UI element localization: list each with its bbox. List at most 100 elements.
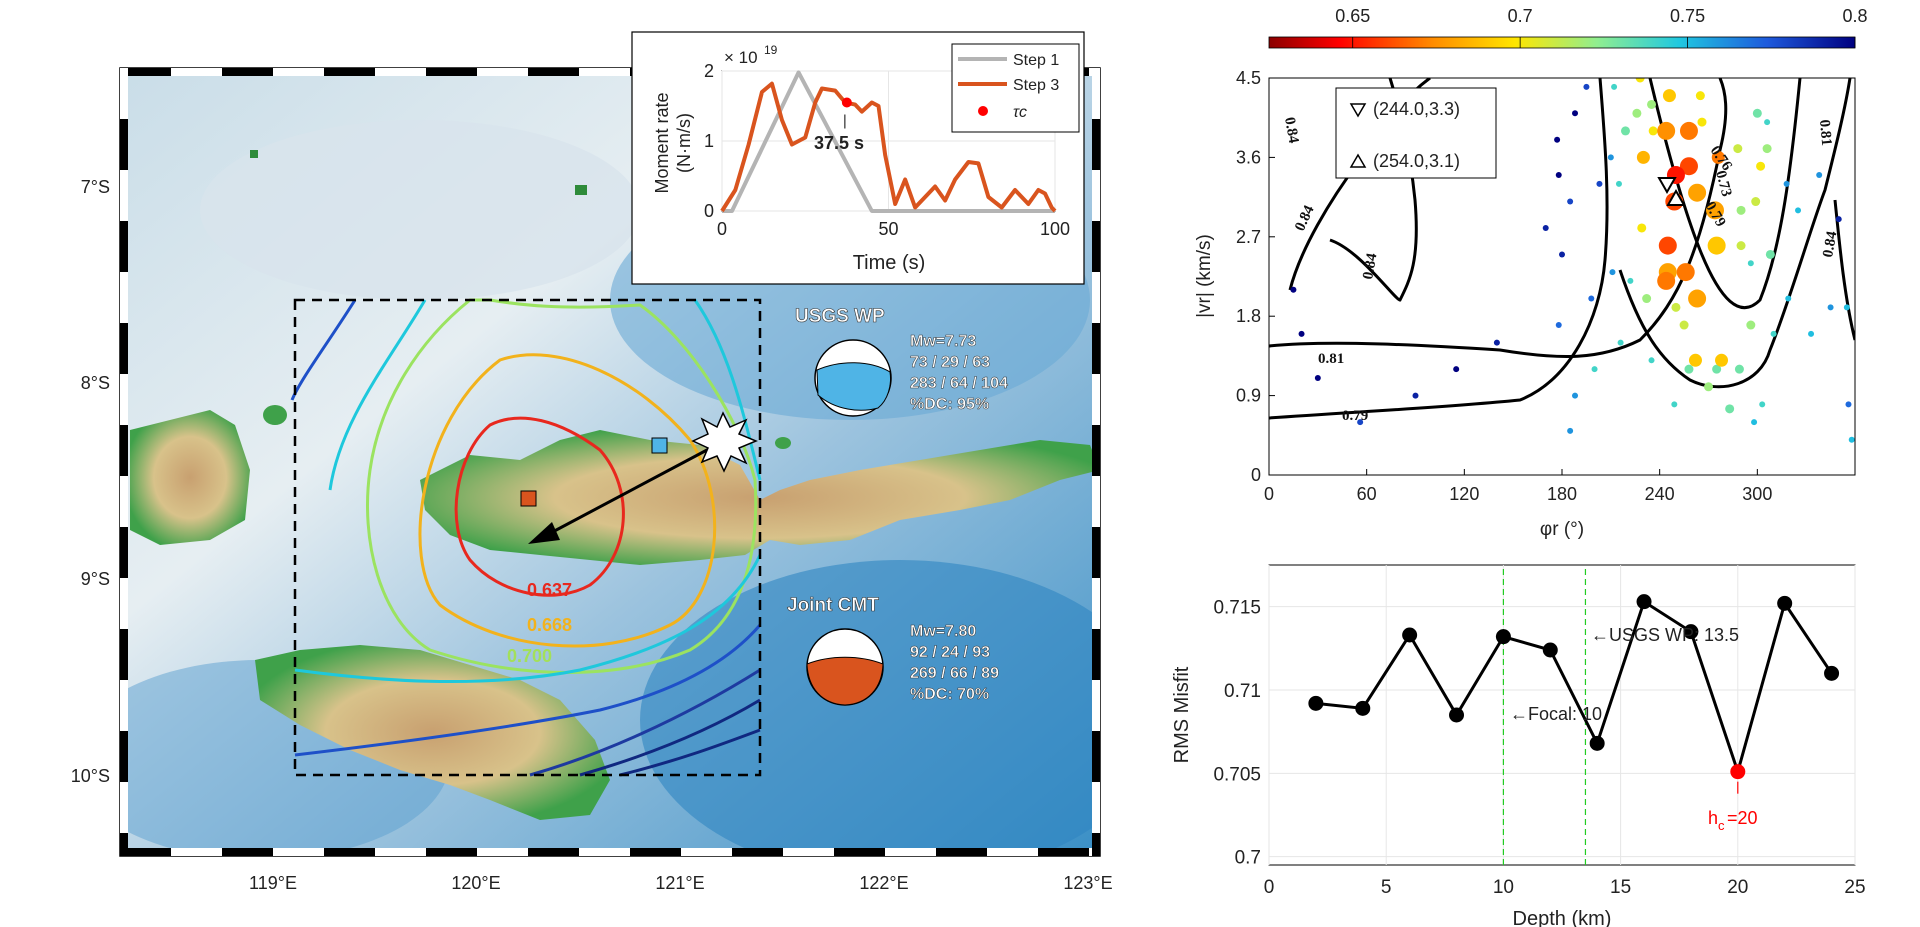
scatter-point xyxy=(1572,392,1579,399)
joint-dc: %DC: 70% xyxy=(910,686,989,703)
misfit-line xyxy=(1315,599,1833,777)
triangle-up-marker xyxy=(1666,188,1686,206)
scatter-point xyxy=(1734,364,1744,374)
scatter-point xyxy=(1707,236,1726,255)
joint-mw: Mw=7.80 xyxy=(910,623,976,640)
svg-text:119°E: 119°E xyxy=(249,873,297,893)
scatter-point xyxy=(1843,304,1850,311)
p2-xlabel: φr (°) xyxy=(1540,519,1584,540)
svg-text:0.84: 0.84 xyxy=(1281,116,1301,145)
contour-blue-4 xyxy=(579,698,761,777)
scatter-point xyxy=(1712,364,1722,374)
frame-tick xyxy=(1092,680,1100,731)
svg-text:0.76: 0.76 xyxy=(1707,143,1735,174)
frame-tick xyxy=(885,848,936,856)
scatter-point xyxy=(1795,207,1802,214)
scatter-point xyxy=(1715,353,1729,367)
contour-green xyxy=(366,298,758,674)
svg-text:9°S: 9°S xyxy=(81,569,110,589)
frame-tick xyxy=(120,119,128,170)
frame-tick xyxy=(630,848,681,856)
hc-h: h xyxy=(1708,808,1718,828)
frame-tick xyxy=(1092,323,1100,374)
inset-xlabel: Time (s) xyxy=(853,252,926,274)
colorbar-tick-label: 0.8 xyxy=(1842,6,1867,26)
scatter-point xyxy=(1808,330,1815,337)
p2-legend-0: (244.0,3.3) xyxy=(1373,99,1460,119)
frame-tick xyxy=(171,68,222,76)
scatter-point xyxy=(1554,136,1561,143)
contour-blue-3 xyxy=(529,668,761,777)
p2-xtick: 120 xyxy=(1449,484,1479,504)
frame-tick xyxy=(579,848,630,856)
rupture-arrow-head xyxy=(528,522,560,544)
p3-xtick: 20 xyxy=(1727,877,1748,898)
usgs-np1: 73 / 29 / 63 xyxy=(910,354,990,371)
scatter-point xyxy=(1816,172,1823,179)
usgs-mw: Mw=7.73 xyxy=(910,333,976,350)
frame-tick xyxy=(120,323,128,374)
tau-c-point xyxy=(841,97,852,108)
legend-step3: Step 3 xyxy=(1013,77,1059,94)
scatter-point xyxy=(1607,154,1614,161)
joint-label: Joint CMT xyxy=(787,595,879,616)
contour-cyan-bottom xyxy=(294,554,762,684)
frame-tick xyxy=(1092,119,1100,170)
frame-tick xyxy=(681,848,732,856)
scatter-point xyxy=(1759,401,1766,408)
frame-tick xyxy=(222,68,273,76)
scatter-point xyxy=(1636,150,1650,164)
contour-label-0: 0.637 xyxy=(527,580,572,600)
centroid-square xyxy=(520,490,537,507)
inset-ylabel-2: (N·m/s) xyxy=(674,113,694,173)
p2-xtick: 180 xyxy=(1547,484,1577,504)
contour-orange xyxy=(418,353,717,648)
svg-text:0.81: 0.81 xyxy=(1816,119,1834,147)
focal-annotation: ←Focal: 10 xyxy=(1510,704,1602,724)
svg-text:123°E: 123°E xyxy=(1063,873,1112,893)
frame-tick xyxy=(120,629,128,680)
inset-xtick: 100 xyxy=(1040,219,1070,239)
scatter-point xyxy=(1290,286,1297,293)
p2-axes: 0 60 120 180 240 300 0 0.9 1.8 2.7 3.6 4.5 xyxy=(1236,68,1772,504)
scatter-point xyxy=(1688,183,1707,202)
frame-tick xyxy=(1092,833,1100,856)
frame-tick xyxy=(120,272,128,323)
contour-label-2: 0.700 xyxy=(507,646,552,666)
joint-np2: 269 / 66 / 89 xyxy=(910,665,999,682)
scatter-point xyxy=(1671,302,1681,312)
frame-tick xyxy=(120,476,128,527)
colorbar-tick-label: 0.75 xyxy=(1670,6,1705,26)
contour-cyan-left xyxy=(328,299,427,491)
scatter-point xyxy=(1751,419,1758,426)
frame-tick xyxy=(426,68,477,76)
scatter-point xyxy=(1765,249,1775,259)
scatter-point xyxy=(1657,121,1676,140)
misfit-point xyxy=(1308,695,1324,711)
misfit-point xyxy=(1495,629,1511,645)
scatter-point xyxy=(1697,117,1707,127)
scatter-point xyxy=(1688,353,1702,367)
scatter-point xyxy=(1642,294,1652,304)
frame-tick xyxy=(579,68,630,76)
joint-beachball-fill xyxy=(806,656,884,706)
frame-tick xyxy=(120,68,128,119)
frame-tick xyxy=(834,848,885,856)
svg-text:0.84: 0.84 xyxy=(1360,252,1380,281)
frame-tick xyxy=(1092,170,1100,221)
scatter-point xyxy=(1555,172,1562,179)
scatter-point xyxy=(1733,144,1743,154)
usgs-annotation: ←USGS WP: 13.5 xyxy=(1591,625,1739,645)
p2-xtick: 300 xyxy=(1742,484,1772,504)
scatter-point xyxy=(1648,126,1658,136)
frame-tick xyxy=(1092,578,1100,629)
frame-tick xyxy=(783,848,834,856)
frame-tick xyxy=(477,848,528,856)
joint-beachball-group: Joint CMT Mw=7.80 92 / 24 / 93 269 / 66 … xyxy=(787,595,999,706)
triangle-down-marker xyxy=(1657,177,1677,195)
grid-search-box xyxy=(293,298,762,777)
scatter-point xyxy=(1770,330,1777,337)
misfit-point xyxy=(1355,700,1371,716)
p3-ytick: 0.71 xyxy=(1224,681,1261,702)
scatter-point xyxy=(1688,289,1707,308)
